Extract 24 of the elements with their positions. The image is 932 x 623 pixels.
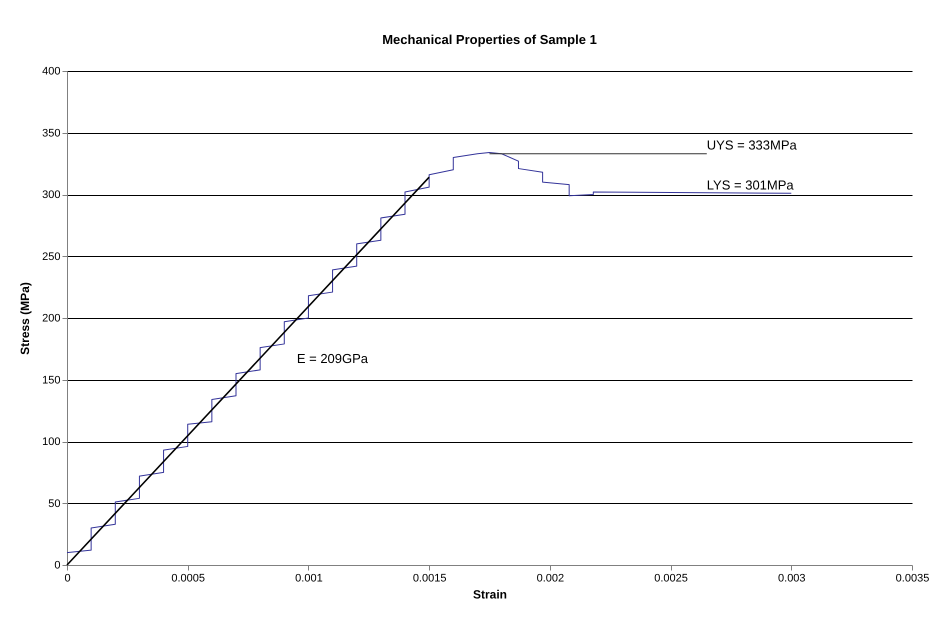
x-tick-label: 0.003 <box>778 572 806 584</box>
annotation: E = 209GPa <box>296 351 369 366</box>
chart-title: Mechanical Properties of Sample 1 <box>382 32 597 47</box>
x-axis-title: Strain <box>472 588 508 602</box>
annotation: UYS = 333MPa <box>706 138 798 153</box>
x-tick-label: 0.0005 <box>171 572 206 584</box>
y-tick-label: 300 <box>42 189 60 201</box>
y-tick-label: 50 <box>48 498 60 510</box>
y-axis-title: Stress (MPa) <box>18 282 32 355</box>
x-tick-label: 0.0015 <box>412 572 446 584</box>
x-tick-label: 0.0025 <box>654 572 688 584</box>
y-tick-label: 0 <box>54 560 60 572</box>
y-tick-label: 250 <box>42 250 60 263</box>
y-tick-label: 200 <box>42 312 60 324</box>
x-tick-label: 0.001 <box>295 572 323 584</box>
annotation: LYS = 301MPa <box>706 177 794 192</box>
x-tick-label: 0 <box>64 572 71 584</box>
y-tick-label: 150 <box>42 374 60 386</box>
x-tick-label: 0.002 <box>536 572 564 584</box>
y-tick-label: 400 <box>42 66 60 78</box>
y-tick-label: 100 <box>42 436 60 448</box>
line-series <box>66 152 792 554</box>
x-tick-label: 0.0035 <box>896 572 930 584</box>
y-tick-label: 350 <box>42 127 60 140</box>
